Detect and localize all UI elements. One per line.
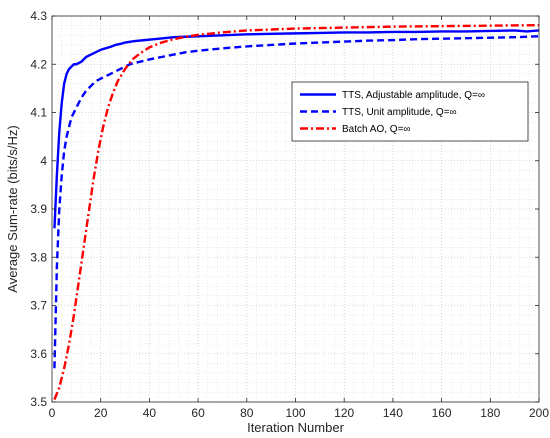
x-tick-label: 160 — [432, 406, 452, 420]
y-tick-label: 3.8 — [30, 250, 47, 264]
legend-entry-1: TTS, Adjustable amplitude, Q=∞ — [342, 90, 485, 101]
y-tick-label: 4.3 — [30, 9, 47, 23]
y-axis-label: Average Sum-rate (bits/s/Hz) — [5, 125, 20, 292]
x-tick-label: 60 — [191, 406, 205, 420]
series-lines — [53, 23, 540, 401]
y-tick-label: 4 — [40, 154, 47, 168]
x-tick-label: 40 — [143, 406, 157, 420]
x-tick-label: 20 — [94, 406, 108, 420]
x-tick-label: 200 — [529, 406, 549, 420]
legend-entry-2: TTS, Unit amplitude, Q=∞ — [342, 107, 457, 118]
x-tick-label: 140 — [383, 406, 403, 420]
x-tick-label: 120 — [334, 406, 354, 420]
y-tick-label: 3.6 — [30, 347, 47, 361]
legend-box — [291, 81, 529, 142]
series-line-2 — [53, 35, 540, 369]
x-tick-label: 180 — [480, 406, 500, 420]
y-tick-label: 3.5 — [30, 395, 47, 409]
axis-ticks: 0 20 40 60 80 100 120 140 160 180 200 3.5 3.6 3.7 3.8 3… — [30, 9, 549, 420]
x-tick-label: 80 — [240, 406, 254, 420]
y-tick-label: 3.7 — [30, 299, 47, 313]
y-tick-label: 4.2 — [30, 57, 47, 71]
legend-entry-3: Batch AO, Q=∞ — [342, 124, 411, 135]
x-tick-label: 0 — [49, 406, 56, 420]
x-axis-label: Iteration Number — [247, 420, 344, 435]
y-tick-label: 3.9 — [30, 202, 47, 216]
series-line-1 — [53, 29, 540, 229]
x-tick-label: 100 — [285, 406, 305, 420]
legend: TTS, Adjustable amplitude, Q=∞ TTS, Unit … — [291, 81, 529, 142]
y-tick-label: 4.1 — [30, 106, 47, 120]
